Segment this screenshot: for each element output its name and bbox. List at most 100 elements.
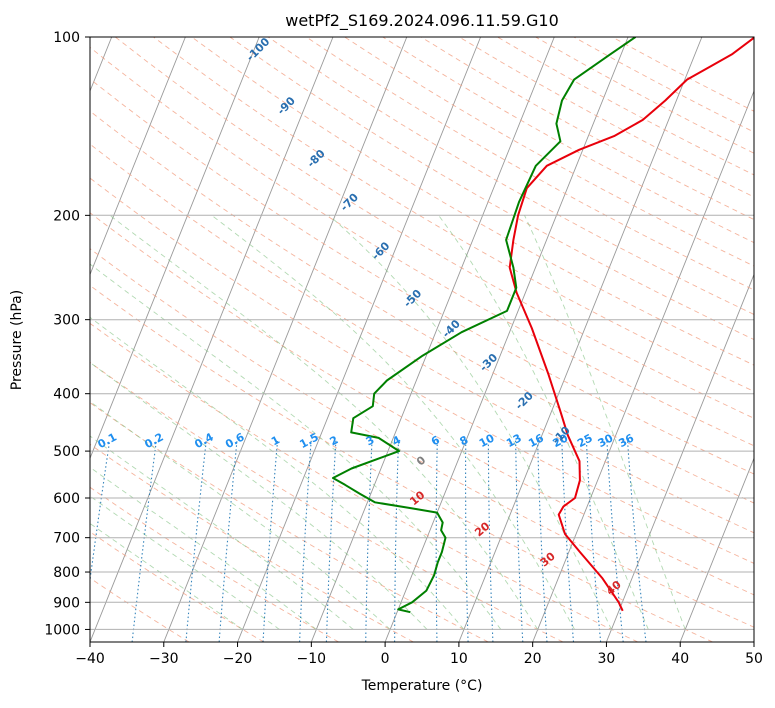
x-tick-label: 30	[598, 651, 616, 667]
wet-bulb-label: -90	[275, 94, 298, 117]
temperature-line	[508, 37, 754, 612]
mixing-ratio-line	[606, 440, 624, 642]
y-tick-label: 500	[53, 444, 80, 460]
y-tick-label: 900	[53, 595, 80, 611]
isotherm-line	[458, 37, 703, 642]
x-axis-label: Temperature (°C)	[361, 678, 483, 694]
mixing-ratio-label: 20	[551, 431, 571, 450]
isotherm-line	[163, 37, 408, 642]
mixing-ratio-line	[537, 440, 548, 642]
mixing-ratio-line	[561, 440, 575, 642]
mixing-ratio-line	[515, 440, 524, 642]
mixing-ratio-label: 13	[504, 431, 524, 450]
dry-adiabat-label: 0	[414, 453, 428, 468]
mixing-ratio-line	[435, 440, 438, 642]
mixing-ratio-label: 8	[458, 433, 471, 448]
dry-adiabat-label: 10	[407, 488, 427, 508]
mixing-ratio-label: 6	[429, 433, 442, 448]
dry-adiabat-line	[115, 37, 754, 419]
dry-adiabat-line	[90, 78, 754, 475]
moist-adiabat-line	[90, 522, 243, 630]
mixing-ratio-label: 36	[616, 431, 636, 450]
isotherm-line	[90, 37, 334, 642]
moist-adiabat-line	[90, 495, 280, 630]
dry-adiabat-line	[90, 46, 754, 447]
mixing-ratio-line	[627, 440, 647, 642]
dry-adiabat-line	[90, 322, 638, 642]
mixing-ratio-line	[218, 440, 238, 642]
mixing-ratio-line	[394, 440, 400, 642]
y-tick-label: 400	[53, 387, 80, 403]
dry-adiabat-line	[90, 177, 754, 564]
dry-adiabat-line	[90, 577, 190, 642]
mixing-ratio-line	[465, 440, 469, 642]
isotherm-line	[679, 457, 754, 642]
dry-adiabat-line	[229, 37, 754, 341]
y-tick-label: 800	[53, 565, 80, 581]
x-tick-label: 10	[450, 651, 468, 667]
dry-adiabat-line	[90, 531, 265, 642]
x-tick-label: 50	[745, 651, 763, 667]
mixing-ratio-line	[90, 440, 111, 584]
moist-adiabat-line	[438, 215, 649, 630]
moist-adiabat-line	[90, 316, 465, 630]
line-labels: 0.1 0.2 0.4 0.6 1 1.5 2 3 4 6 8 10 13 16 20 25 30 36-100-…	[96, 35, 637, 598]
isotherm-line	[532, 89, 754, 642]
dry-adiabat-line	[90, 212, 754, 596]
dry-adiabat-line	[267, 37, 754, 315]
mixing-ratio-label: 1.5	[297, 430, 320, 451]
mixing-ratio-line	[131, 440, 157, 642]
moist-adiabat-line	[90, 466, 317, 630]
isotherm-line	[90, 37, 260, 460]
profile-series	[332, 37, 754, 614]
mixing-ratio-line	[185, 440, 207, 642]
mixing-ratio-label: 0.1	[96, 430, 119, 451]
dry-adiabat-line	[90, 486, 339, 642]
mixing-ratio-label: 2	[328, 433, 341, 448]
x-tick-label: 0	[381, 651, 390, 667]
dry-adiabat-line	[90, 361, 564, 642]
dry-adiabat-line	[153, 37, 754, 392]
x-tick-label: −30	[149, 651, 179, 667]
mixing-ratio-label: 0.4	[192, 430, 216, 451]
mixing-ratio-line	[299, 440, 312, 642]
x-tick-label: −20	[223, 651, 253, 667]
isotherm-line	[90, 37, 186, 276]
wet-bulb-label: -40	[440, 317, 463, 340]
y-tick-label: 200	[53, 208, 80, 224]
isotherm-line	[90, 37, 113, 93]
mixing-ratio-label: 30	[596, 431, 616, 450]
y-tick-label: 700	[53, 531, 80, 547]
mixing-ratio-label: 16	[526, 431, 546, 450]
dry-adiabat-line	[90, 143, 754, 534]
mixing-ratio-label: 25	[575, 431, 595, 450]
dry-adiabat-line	[344, 37, 754, 267]
y-tick-label: 300	[53, 313, 80, 329]
wet-bulb-label: -100	[244, 35, 273, 64]
dry-adiabat-line	[90, 443, 414, 642]
mixing-ratio-label: 0.2	[142, 430, 165, 451]
mixing-ratio-label: 10	[477, 431, 497, 450]
mixing-ratio-line	[325, 440, 337, 642]
dry-adiabat-line	[90, 110, 754, 504]
y-tick-label: 1000	[44, 622, 80, 638]
wet-bulb-label: -80	[305, 147, 328, 170]
dry-adiabat-label: 40	[604, 578, 624, 598]
y-tick-label: 600	[53, 491, 80, 507]
plot-frame	[89, 36, 755, 643]
mixing-ratio-line	[365, 440, 373, 642]
x-tick-label: 40	[671, 651, 689, 667]
wet-bulb-label: -60	[369, 239, 392, 262]
dry-adiabat-line	[497, 37, 754, 176]
dry-adiabat-line	[420, 37, 754, 221]
isotherm-line	[237, 37, 482, 642]
isotherm-line	[753, 640, 754, 642]
mixing-ratio-line	[487, 440, 494, 642]
wet-bulb-label: -70	[338, 190, 361, 213]
y-tick-label: 100	[53, 30, 80, 46]
mixing-ratio-label: 1	[269, 433, 282, 448]
dry-adiabat-line	[573, 37, 754, 133]
x-tick-label: −40	[75, 651, 105, 667]
mixing-ratio-label: 0.6	[223, 430, 247, 451]
isotherm-line	[605, 273, 754, 642]
